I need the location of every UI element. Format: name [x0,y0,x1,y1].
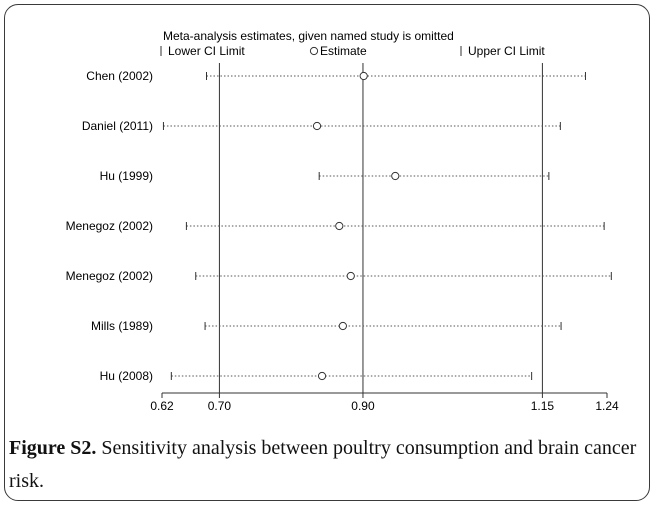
study-label: Daniel (2011) [82,119,153,133]
estimate-point [359,71,368,81]
x-tick-label: 0.62 [150,399,174,413]
estimate-point [312,121,322,131]
figure-caption: Figure S2. Sensitivity analysis between … [9,432,649,498]
legend-estimate-marker [309,46,319,56]
sensitivity-chart: Meta-analysis estimates, given named stu… [66,29,619,413]
study-label: Hu (2008) [100,369,153,383]
study-label: Mills (1989) [91,319,153,333]
estimate-point [391,171,400,181]
estimate-point [335,221,344,231]
legend-estimate-label: Estimate [320,44,367,58]
caption-label: Figure S2. [9,437,97,459]
caption-text: Sensitivity analysis between poultry con… [9,437,637,492]
study-label: Hu (1999) [100,169,153,183]
estimate-point [338,321,347,331]
study-label: Menegoz (2002) [66,269,153,283]
legend-upper-label: Upper CI Limit [468,44,545,58]
estimate-point [346,271,355,281]
estimate-point [317,371,327,381]
plot-area: 0.62 0.70 0.90 1.15 1.24 Chen (2002) Daniel (2… [66,63,619,413]
study-label: Chen (2002) [86,69,153,83]
x-tick-label: 1.24 [595,399,619,413]
x-tick-label: 0.70 [208,399,232,413]
x-tick-label: 1.15 [531,399,555,413]
x-tick-label: 0.90 [351,399,375,413]
chart-title: Meta-analysis estimates, given named stu… [163,29,454,43]
legend-lower-label: Lower CI Limit [168,44,245,58]
study-label: Menegoz (2002) [66,219,153,233]
